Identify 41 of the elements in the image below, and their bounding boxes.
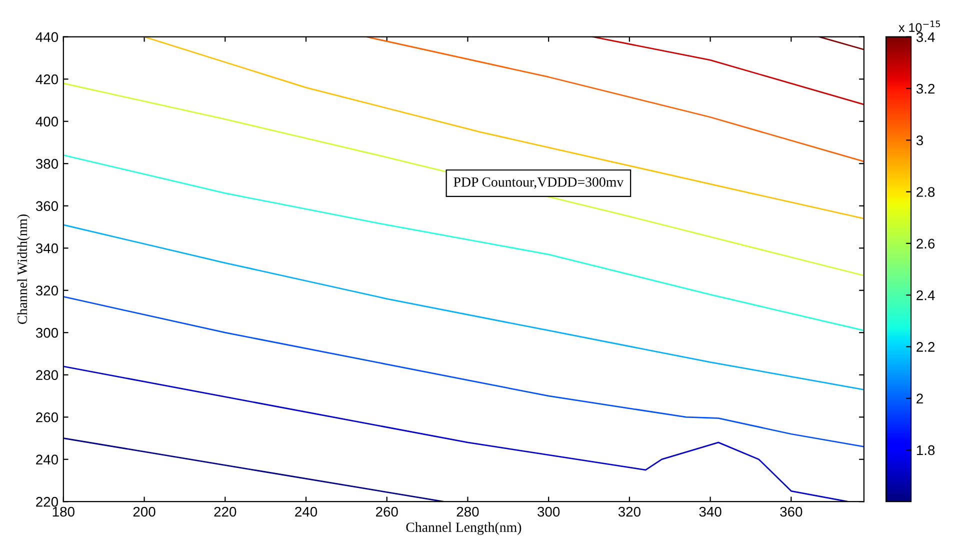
y-axis-title: Channel Width(nm)	[17, 214, 30, 324]
y-tick-label: 320	[36, 286, 58, 296]
y-tick-label: 260	[36, 412, 58, 422]
color-bar-label: 2.4	[916, 290, 935, 300]
line-series	[63, 224, 864, 390]
line-series	[63, 296, 864, 448]
line-series	[63, 154, 864, 332]
x-tick-label: 260	[376, 506, 398, 517]
x-tick-label: 360	[780, 506, 802, 517]
y-tick-label: 340	[36, 243, 58, 254]
y-tick-label: 300	[36, 328, 58, 338]
x-tick-label: 220	[214, 506, 236, 517]
line-series	[366, 36, 864, 162]
x-tick-label: 200	[133, 506, 156, 517]
color-bar-label: 3.2	[916, 84, 934, 94]
color-bar-label: 2.6	[916, 238, 935, 249]
y-tick-label: 400	[36, 116, 58, 127]
color-bar-label: 3.4	[916, 32, 935, 42]
y-tick-label: 280	[36, 370, 58, 380]
color-bar-title: x 10$^{−15}$	[898, 20, 940, 32]
color-bar-label: 3	[916, 135, 924, 146]
x-tick-label: 240	[295, 506, 318, 517]
annotation: PDP Countour,VDDD=300mv	[454, 177, 624, 189]
x-tick-label: 180	[52, 506, 74, 517]
y-tick-label: 380	[36, 158, 58, 169]
color-bar-label: 2.8	[916, 187, 935, 197]
y-tick-label: 240	[36, 454, 58, 465]
x-tick-label: 340	[699, 506, 722, 517]
color-bar-label: 2.2	[916, 342, 934, 352]
x-axis-title: Channel Length(nm)	[406, 522, 522, 535]
color-bar-label: 2	[916, 394, 923, 404]
line-series	[144, 36, 864, 220]
line-series	[63, 366, 848, 502]
x-tick-label: 320	[618, 506, 640, 517]
y-tick-label: 440	[36, 32, 58, 42]
x-tick-label: 280	[456, 506, 479, 517]
y-tick-label: 220	[36, 496, 58, 507]
color-bar-label: 1.8	[916, 445, 935, 456]
y-tick-label: 420	[36, 74, 58, 84]
x-tick-label: 300	[538, 506, 560, 517]
y-tick-label: 360	[36, 201, 58, 212]
